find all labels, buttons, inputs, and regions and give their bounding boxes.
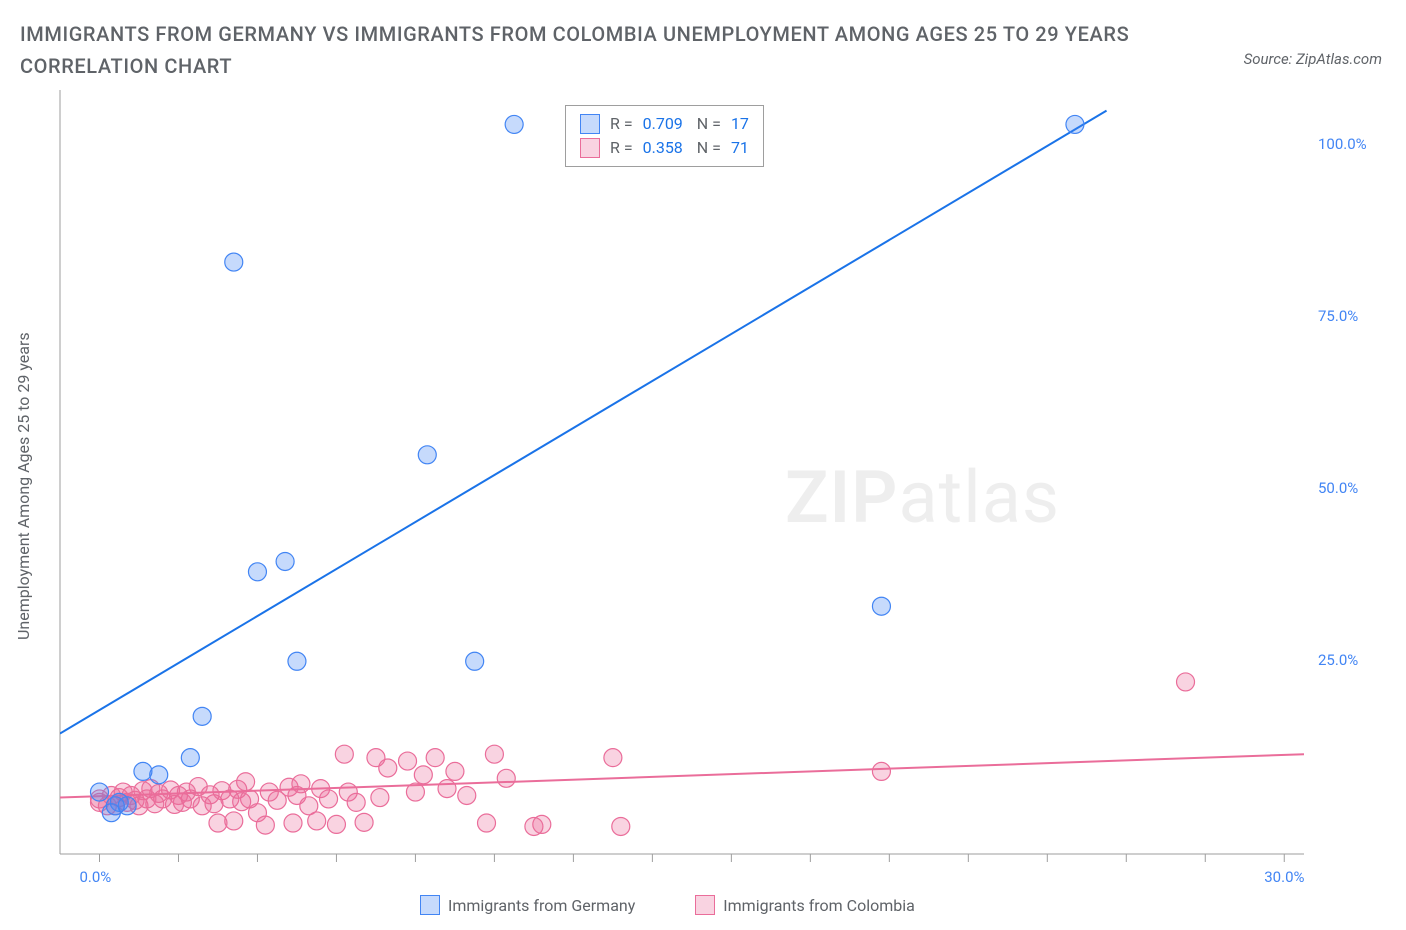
x-tick-label: 30.0% <box>1264 868 1304 886</box>
y-tick-label: 75.0% <box>1318 307 1358 325</box>
legend-item-germany: Immigrants from Germany <box>420 895 635 915</box>
stat-colombia-n: 71 <box>731 136 749 160</box>
y-tick-label: 100.0% <box>1318 135 1367 153</box>
swatch-germany <box>580 114 600 134</box>
legend-bottom: Immigrants from Germany Immigrants from … <box>420 895 915 915</box>
legend-label-germany: Immigrants from Germany <box>448 896 635 915</box>
stats-row-germany: R = 0.709 N = 17 <box>580 112 749 136</box>
stats-row-colombia: R = 0.358 N = 71 <box>580 136 749 160</box>
stat-label-n: N = <box>693 112 721 136</box>
stat-label-r: R = <box>610 136 633 160</box>
legend-item-colombia: Immigrants from Colombia <box>695 895 915 915</box>
stat-label-r: R = <box>610 112 633 136</box>
stat-germany-r: 0.709 <box>643 112 683 136</box>
stat-germany-n: 17 <box>731 112 749 136</box>
legend-label-colombia: Immigrants from Colombia <box>723 896 915 915</box>
y-tick-label: 25.0% <box>1318 651 1358 669</box>
swatch-germany <box>420 895 440 915</box>
stats-legend-box: R = 0.709 N = 17 R = 0.358 N = 71 <box>565 105 764 167</box>
swatch-colombia <box>580 138 600 158</box>
y-tick-label: 50.0% <box>1318 479 1358 497</box>
stat-label-n: N = <box>693 136 721 160</box>
stat-colombia-r: 0.358 <box>643 136 683 160</box>
swatch-colombia <box>695 895 715 915</box>
x-tick-label: 0.0% <box>79 868 111 886</box>
